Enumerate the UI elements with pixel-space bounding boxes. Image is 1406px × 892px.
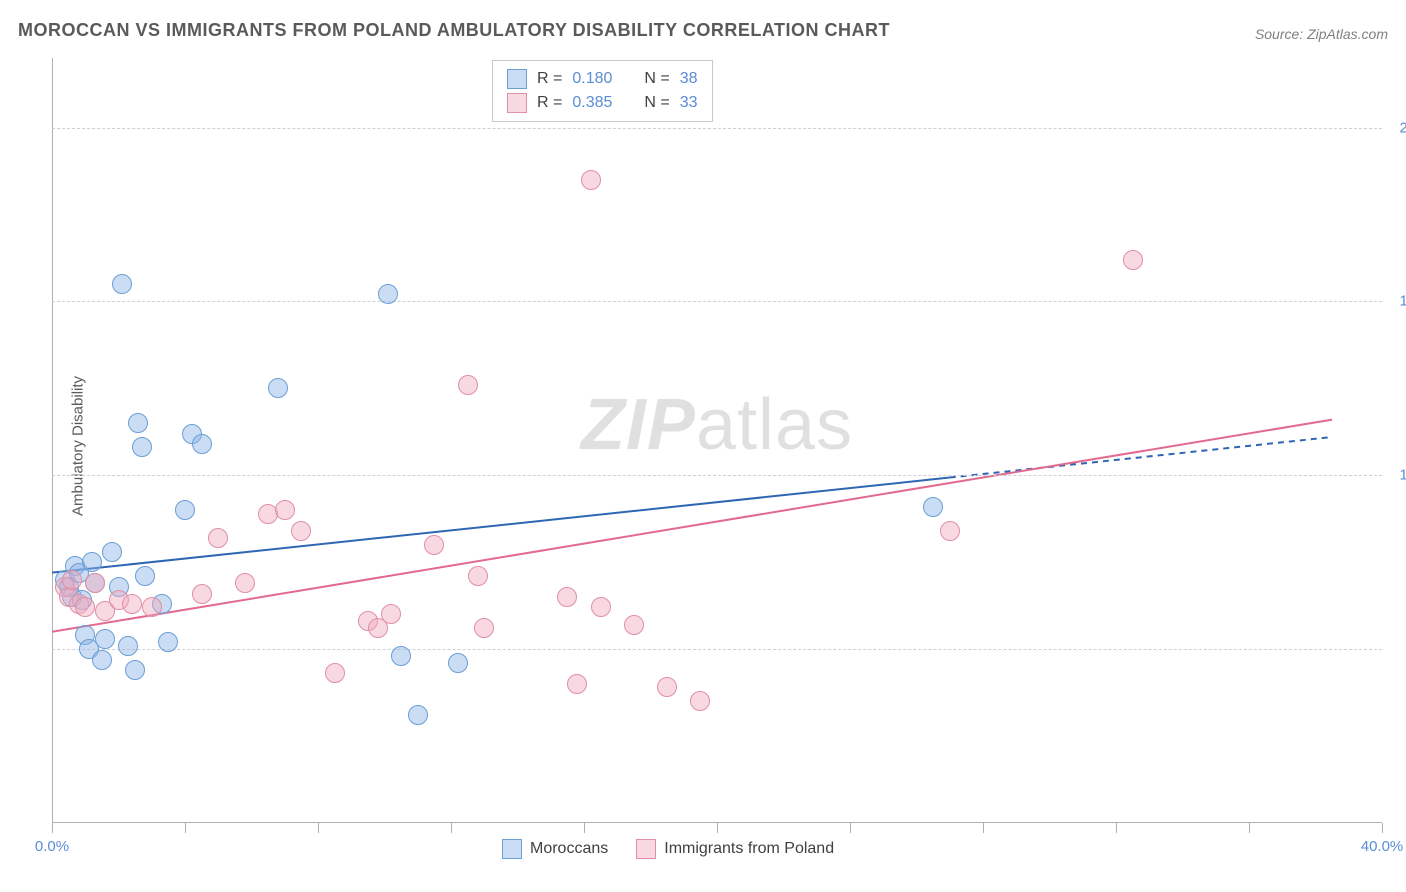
data-point (325, 663, 345, 683)
trendlines-svg (52, 58, 1382, 823)
series-legend: Moroccans Immigrants from Poland (502, 839, 834, 859)
data-point (92, 650, 112, 670)
n-label: N = (644, 94, 669, 112)
chart-title: MOROCCAN VS IMMIGRANTS FROM POLAND AMBUL… (18, 20, 890, 41)
data-point (122, 594, 142, 614)
r-label: R = (537, 70, 562, 88)
y-tick-label: 10.0% (1399, 467, 1406, 484)
data-point (381, 604, 401, 624)
y-axis-line (52, 58, 53, 823)
n-value: 33 (680, 94, 698, 112)
data-point (657, 677, 677, 697)
data-point (175, 500, 195, 520)
y-tick-label: 15.0% (1399, 293, 1406, 310)
data-point (448, 653, 468, 673)
data-point (208, 528, 228, 548)
x-tick (850, 823, 851, 833)
chart-container: MOROCCAN VS IMMIGRANTS FROM POLAND AMBUL… (0, 0, 1406, 892)
data-point (112, 274, 132, 294)
x-tick (1249, 823, 1250, 833)
x-tick (52, 823, 53, 833)
data-point (132, 437, 152, 457)
data-point (125, 660, 145, 680)
data-point (85, 573, 105, 593)
data-point (192, 434, 212, 454)
r-label: R = (537, 94, 562, 112)
data-point (95, 629, 115, 649)
data-point (268, 378, 288, 398)
n-label: N = (644, 70, 669, 88)
gridline (52, 649, 1382, 650)
gridline (52, 301, 1382, 302)
data-point (940, 521, 960, 541)
data-point (62, 570, 82, 590)
series-name: Immigrants from Poland (664, 840, 834, 858)
series-name: Moroccans (530, 840, 608, 858)
n-value: 38 (680, 70, 698, 88)
watermark-atlas: atlas (696, 385, 853, 465)
x-tick (318, 823, 319, 833)
data-point (192, 584, 212, 604)
data-point (468, 566, 488, 586)
data-point (1123, 250, 1143, 270)
correlation-legend-box: R = 0.180 N = 38 R = 0.385 N = 33 (492, 60, 713, 122)
legend-item: Immigrants from Poland (636, 839, 834, 859)
data-point (275, 500, 295, 520)
y-tick-label: 20.0% (1399, 119, 1406, 136)
data-point (567, 674, 587, 694)
legend-item: Moroccans (502, 839, 608, 859)
data-point (142, 597, 162, 617)
series-swatch (502, 839, 522, 859)
data-point (82, 552, 102, 572)
data-point (474, 618, 494, 638)
source-attribution: Source: ZipAtlas.com (1255, 26, 1388, 42)
data-point (408, 705, 428, 725)
data-point (135, 566, 155, 586)
data-point (690, 691, 710, 711)
data-point (923, 497, 943, 517)
x-tick (717, 823, 718, 833)
data-point (581, 170, 601, 190)
data-point (458, 375, 478, 395)
data-point (102, 542, 122, 562)
x-tick (584, 823, 585, 833)
r-value: 0.180 (572, 70, 612, 88)
series-swatch (507, 93, 527, 113)
series-swatch (636, 839, 656, 859)
series-swatch (507, 69, 527, 89)
data-point (557, 587, 577, 607)
x-tick (983, 823, 984, 833)
watermark: ZIPatlas (581, 384, 853, 466)
correlation-row: R = 0.180 N = 38 (507, 67, 698, 91)
data-point (291, 521, 311, 541)
x-tick (1382, 823, 1383, 833)
r-value: 0.385 (572, 94, 612, 112)
data-point (235, 573, 255, 593)
data-point (391, 646, 411, 666)
data-point (158, 632, 178, 652)
x-tick-label: 40.0% (1361, 838, 1404, 855)
correlation-row: R = 0.385 N = 33 (507, 91, 698, 115)
x-tick (1116, 823, 1117, 833)
data-point (128, 413, 148, 433)
x-tick (185, 823, 186, 833)
watermark-zip: ZIP (581, 385, 696, 465)
data-point (378, 284, 398, 304)
x-tick (451, 823, 452, 833)
data-point (118, 636, 138, 656)
gridline (52, 475, 1382, 476)
data-point (75, 597, 95, 617)
data-point (624, 615, 644, 635)
data-point (424, 535, 444, 555)
x-tick-label: 0.0% (35, 838, 69, 855)
plot-area: ZIPatlas R = 0.180 N = 38 R = 0.385 N = … (52, 58, 1382, 823)
gridline (52, 128, 1382, 129)
data-point (591, 597, 611, 617)
